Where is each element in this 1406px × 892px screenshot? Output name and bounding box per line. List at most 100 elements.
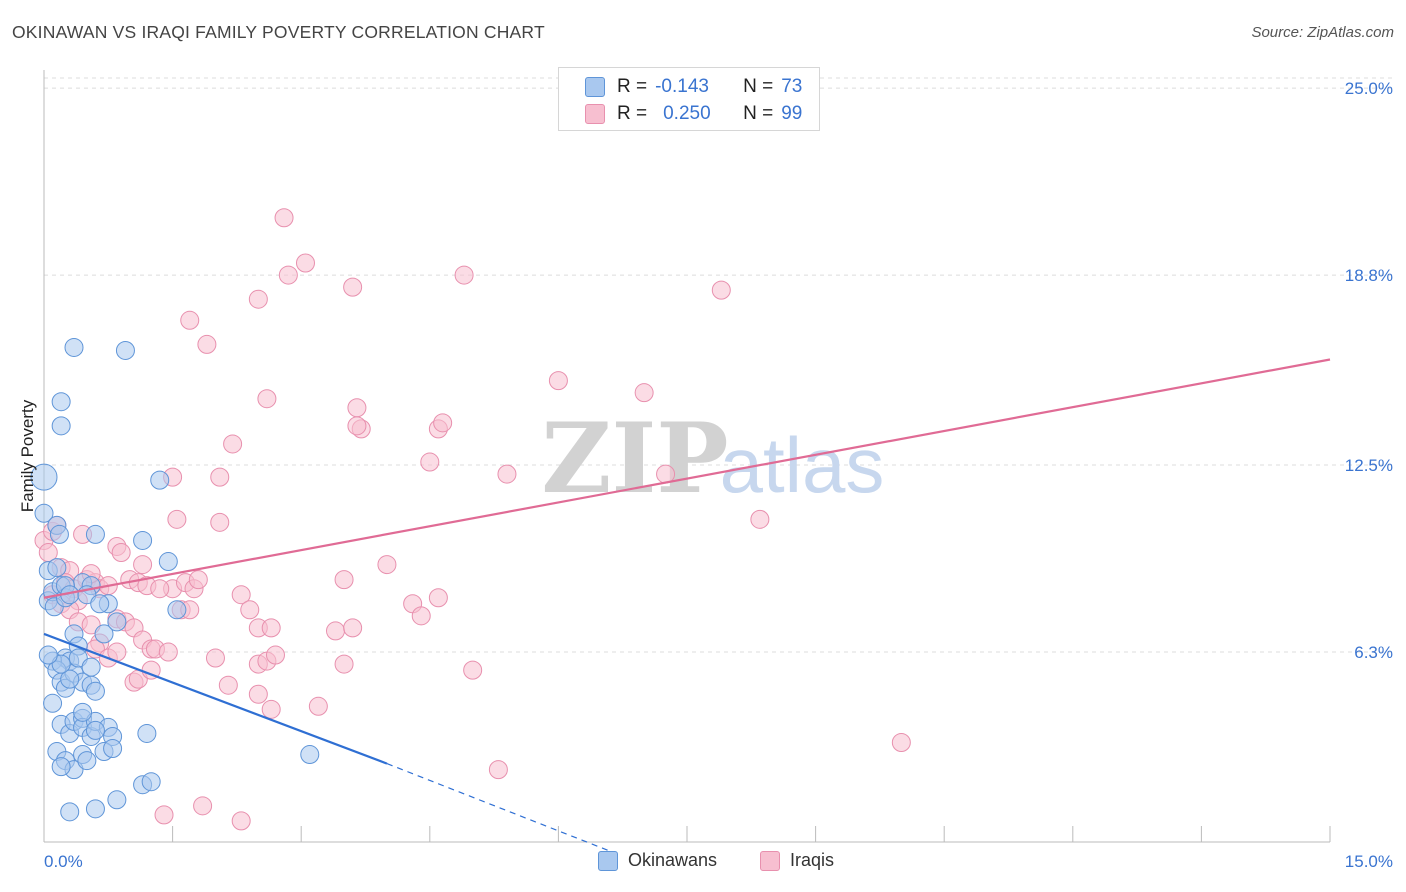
y-tick-label: 25.0% — [1345, 79, 1393, 98]
okinawans-legend-swatch — [598, 850, 618, 871]
okinawans-point — [300, 745, 320, 765]
y-tick-label: 6.3% — [1354, 643, 1393, 662]
iraqis-point — [334, 570, 354, 590]
iraqis-point — [188, 570, 208, 590]
iraqis-point — [167, 509, 187, 529]
iraqis-point — [343, 618, 363, 638]
iraqis-point — [377, 555, 397, 575]
watermark-zip: ZIP — [541, 402, 728, 515]
iraqis-legend-swatch — [760, 850, 780, 871]
iraqis-point — [488, 760, 508, 780]
okinawans-point — [49, 524, 69, 544]
iraqis-point — [218, 675, 238, 695]
okinawans-point — [107, 790, 127, 810]
gridlines — [44, 77, 1395, 653]
iraqis-point — [261, 699, 281, 719]
iraqis-point — [265, 645, 285, 665]
iraqis-point — [81, 615, 101, 635]
legend-row-okinawans: R = -0.143 N = 73 — [585, 74, 802, 100]
okinawans-n-label: N = — [743, 76, 774, 97]
okinawans-point — [107, 612, 127, 632]
iraqis-point — [750, 509, 770, 529]
okinawans-point — [64, 337, 84, 357]
okinawans-point — [51, 654, 71, 674]
iraqis-point — [261, 618, 281, 638]
iraqis-point — [891, 732, 911, 752]
okinawans-point — [85, 524, 105, 544]
iraqis-point — [278, 265, 298, 285]
iraqis-point — [634, 383, 654, 403]
okinawans-point — [60, 802, 80, 822]
iraqis-point — [180, 310, 200, 330]
iraqis-point — [158, 642, 178, 662]
iraqis-point — [347, 398, 367, 418]
iraqis-point — [205, 648, 225, 668]
iraqis-point — [411, 606, 431, 626]
okinawans-point — [51, 392, 71, 412]
iraqis-point — [210, 467, 230, 487]
okinawans-legend-label: Okinawans — [628, 850, 718, 870]
iraqis-n-value: 99 — [781, 103, 803, 124]
iraqis-point — [248, 684, 268, 704]
iraqis-point — [343, 277, 363, 297]
iraqis-point — [111, 543, 131, 562]
iraqis-point — [133, 555, 153, 575]
okinawans-r-value: -0.143 — [655, 76, 709, 97]
iraqis-point — [274, 208, 294, 228]
okinawans-trend-extension — [386, 763, 611, 852]
okinawans-point — [150, 470, 170, 490]
okinawans-point — [77, 751, 97, 771]
chart-title: OKINAWAN VS IRAQI FAMILY POVERTY CORRELA… — [12, 22, 545, 42]
iraqis-point — [210, 512, 230, 532]
iraqis-point — [150, 579, 170, 599]
okinawans-point — [85, 799, 105, 819]
okinawans-point — [68, 648, 88, 668]
y-tick-label: 12.5% — [1345, 456, 1393, 475]
iraqis-point — [711, 280, 731, 300]
okinawans-point — [43, 693, 63, 713]
iraqis-n-label: N = — [743, 103, 774, 124]
iraqis-r-label: R = — [617, 103, 648, 124]
okinawans-trend-line — [43, 632, 388, 765]
iraqis-point — [428, 588, 448, 608]
iraqis-point — [454, 265, 474, 285]
okinawans-point — [85, 720, 105, 740]
okinawans-point — [81, 657, 101, 677]
legend-row-iraqis: R = 0.250 N = 99 — [585, 101, 802, 127]
okinawans-point — [30, 463, 58, 491]
iraqis-point — [548, 371, 568, 391]
okinawans-point — [158, 552, 178, 572]
axes — [43, 70, 1331, 843]
iraqis-point — [295, 253, 315, 273]
iraqis-point — [193, 796, 213, 816]
y-tick-label: 18.8% — [1345, 266, 1393, 285]
okinawans-point — [115, 340, 135, 360]
okinawans-point — [51, 416, 71, 436]
iraqis-point — [325, 621, 345, 641]
trend-lines — [43, 358, 1331, 852]
bottom-legend-okinawans: Okinawans — [598, 850, 717, 871]
iraqis-point — [231, 811, 251, 831]
iraqis-point — [223, 434, 243, 454]
okinawans-point — [51, 757, 71, 777]
okinawans-point — [47, 558, 67, 578]
iraqis-point — [197, 334, 217, 354]
okinawans-point — [94, 624, 114, 644]
bottom-legend-iraqis: Iraqis — [760, 850, 834, 871]
okinawans-swatch — [585, 77, 605, 97]
iraqis-point — [433, 413, 453, 433]
iraqis-point — [308, 696, 328, 716]
source-credit: Source: ZipAtlas.com — [1251, 24, 1394, 41]
okinawans-point — [38, 645, 58, 665]
iraqis-r-value: 0.250 — [663, 103, 711, 124]
okinawans-point — [73, 702, 93, 722]
iraqis-point — [257, 389, 277, 409]
okinawans-r-label: R = — [617, 76, 648, 97]
iraqis-point — [334, 654, 354, 674]
okinawans-point — [137, 723, 157, 743]
okinawans-point — [133, 530, 153, 550]
iraqis-point — [347, 416, 367, 436]
iraqis-point — [248, 289, 268, 309]
okinawans-point — [167, 600, 187, 620]
